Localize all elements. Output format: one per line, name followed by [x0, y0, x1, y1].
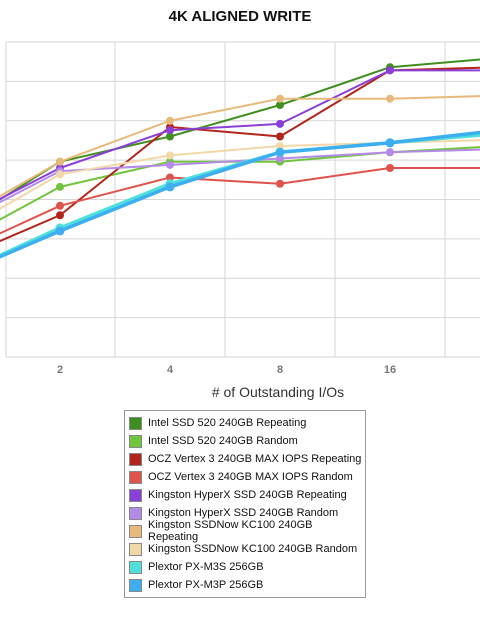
legend-label: Kingston SSDNow KC100 240GB Random — [148, 543, 358, 555]
series-line — [0, 130, 480, 259]
legend-item: Intel SSD 520 240GB Repeating — [129, 414, 365, 432]
data-point — [166, 160, 174, 169]
legend-item: Kingston HyperX SSD 240GB Random — [129, 504, 365, 522]
series-7 — [0, 94, 480, 198]
series-10 — [0, 130, 480, 259]
legend-swatch — [129, 434, 142, 448]
data-point — [385, 138, 395, 148]
x-tick-label: 8 — [277, 364, 283, 376]
data-point — [276, 119, 284, 128]
legend-swatch — [129, 524, 142, 538]
x-axis-title: # of Outstanding I/Os — [212, 384, 344, 400]
data-point — [166, 116, 174, 125]
legend-swatch — [129, 416, 142, 430]
legend-swatch — [129, 560, 142, 574]
legend-label: Kingston SSDNow KC100 240GB Repeating — [148, 519, 313, 543]
data-point — [56, 182, 64, 191]
data-point — [276, 101, 284, 109]
data-point — [56, 157, 64, 166]
series-layer — [0, 58, 480, 259]
data-point — [276, 132, 284, 141]
legend-item: Kingston SSDNow KC100 240GB Random — [129, 540, 365, 558]
grid-lines — [5, 41, 480, 358]
legend-label: Kingston HyperX SSD 240GB Repeating — [148, 489, 347, 501]
legend-swatch — [129, 578, 142, 592]
legend-swatch — [129, 542, 142, 556]
legend-label: Intel SSD 520 240GB Random — [148, 435, 298, 447]
x-tick-label: 16 — [384, 364, 396, 376]
data-point — [166, 132, 174, 141]
series-line — [0, 95, 480, 198]
series-5 — [0, 66, 480, 201]
data-point — [386, 66, 394, 75]
data-point — [165, 182, 175, 192]
legend-swatch — [129, 452, 142, 466]
legend-label: Kingston HyperX SSD 240GB Random — [148, 507, 339, 519]
legend-label: OCZ Vertex 3 240GB MAX IOPS Random — [148, 471, 353, 483]
data-point — [276, 179, 284, 188]
data-point — [386, 148, 394, 157]
data-point — [166, 173, 174, 182]
chart-plot: 2 4 8 16 # of Outstanding I/Os — [0, 41, 480, 400]
data-point — [276, 154, 284, 163]
legend-item: Plextor PX-M3P 256GB — [129, 576, 365, 594]
data-point — [386, 94, 394, 103]
x-tick-label: 4 — [167, 364, 174, 376]
legend-item: Kingston SSDNow KC100 240GB Repeating — [129, 519, 365, 543]
series-line — [0, 69, 480, 201]
legend-label: Intel SSD 520 240GB Repeating — [148, 417, 307, 429]
data-point — [386, 164, 394, 172]
data-point — [275, 147, 285, 157]
legend-item: Intel SSD 520 240GB Random — [129, 432, 365, 450]
data-point — [56, 201, 64, 210]
legend-label: Plextor PX-M3S 256GB — [148, 561, 264, 573]
data-point — [166, 151, 174, 160]
data-point — [276, 94, 284, 103]
series-4 — [0, 164, 480, 235]
series-line — [0, 148, 480, 204]
x-tick-labels: 2 4 8 16 — [57, 364, 396, 376]
legend-swatch — [129, 488, 142, 502]
data-point — [55, 226, 65, 236]
legend-item: Plextor PX-M3S 256GB — [129, 558, 365, 576]
chart-title: 4K ALIGNED WRITE — [168, 8, 312, 25]
legend-item: Kingston HyperX SSD 240GB Repeating — [129, 486, 365, 504]
data-point — [276, 141, 284, 150]
series-line — [0, 167, 480, 235]
data-point — [56, 170, 64, 179]
legend-swatch — [129, 470, 142, 484]
legend-item: OCZ Vertex 3 240GB MAX IOPS Repeating — [129, 450, 365, 468]
data-point — [166, 126, 174, 135]
x-tick-label: 2 — [57, 364, 63, 376]
legend: Intel SSD 520 240GB Repeating Intel SSD 5… — [124, 410, 366, 598]
legend-swatch — [129, 506, 142, 520]
legend-label: OCZ Vertex 3 240GB MAX IOPS Repeating — [148, 453, 362, 465]
data-point — [56, 211, 64, 220]
legend-label: Plextor PX-M3P 256GB — [148, 579, 264, 591]
legend-item: OCZ Vertex 3 240GB MAX IOPS Random — [129, 468, 365, 486]
